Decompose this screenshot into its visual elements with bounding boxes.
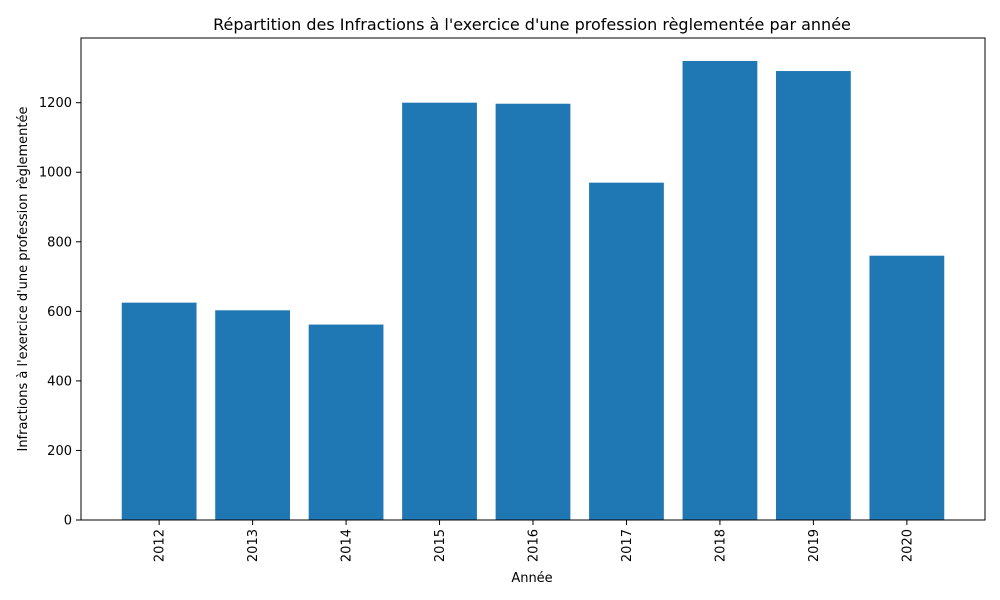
x-tick-label-2015: 2015 [433,529,448,562]
bar-2020 [869,255,945,520]
y-tick-label-0: 0 [64,514,72,529]
bars-layer [121,60,945,521]
x-tick-label-2017: 2017 [620,529,635,562]
bar-2018 [682,60,758,520]
x-tick-label-2019: 2019 [807,529,822,562]
y-tick-label-400: 400 [47,374,72,389]
bar-2014 [308,324,384,520]
y-tick-label-1200: 1200 [39,96,72,111]
bar-2016 [495,103,571,520]
x-tick-label-2018: 2018 [713,529,728,562]
y-tick-label-800: 800 [47,235,72,250]
x-tick-label-2016: 2016 [527,529,542,562]
bar-2019 [776,71,851,520]
y-axis-label: Infractions à l'exercice d'une professio… [16,106,31,451]
x-axis-label: Année [511,571,552,586]
y-tick-label-200: 200 [47,444,72,459]
y-tick-label-600: 600 [47,305,72,320]
bar-2012 [121,302,197,520]
bar-2017 [589,182,664,521]
x-tick-label-2013: 2013 [246,529,261,562]
axes-layer: 0 200 400 600 800 1000 1200 2012 2013 2014 2015 201… [39,37,986,562]
y-tick-label-1000: 1000 [39,166,72,181]
x-tick-label-2020: 2020 [900,529,915,562]
bar-2013 [215,310,290,520]
chart-title: Répartition des Infractions à l'exercice… [213,15,851,34]
x-tick-label-2014: 2014 [340,529,355,562]
x-tick-label-2012: 2012 [153,529,168,562]
bar-2015 [402,102,477,521]
